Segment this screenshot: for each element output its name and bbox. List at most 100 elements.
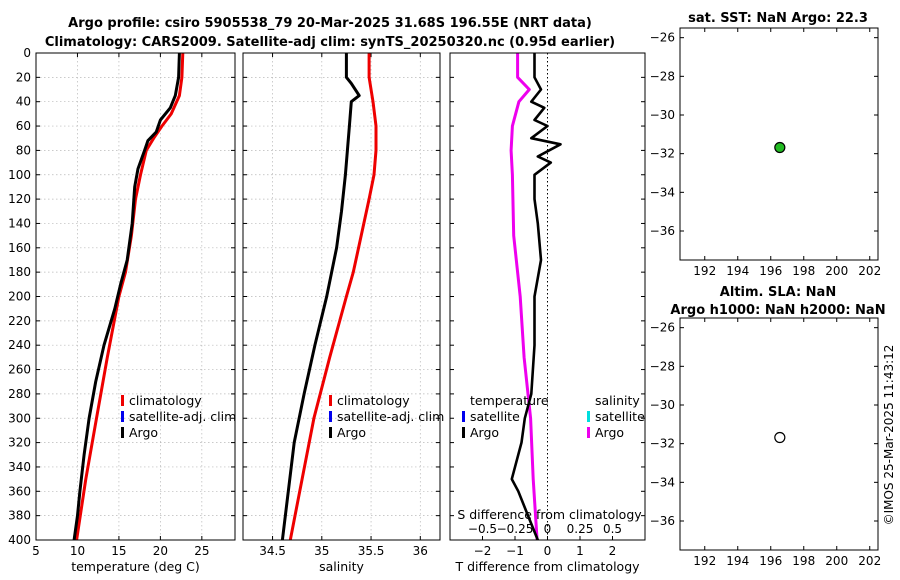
lat-tick-label: −26	[650, 31, 675, 45]
depth-tick-label: 40	[16, 95, 31, 109]
x-tick-label: −1	[506, 544, 524, 558]
imos-credit: ©IMOS 25-Mar-2025 11:43:12	[882, 345, 896, 526]
lon-tick-label: 198	[792, 264, 815, 278]
legend-climatology-label: climatology	[129, 393, 202, 408]
x-tick-label: 0	[544, 544, 552, 558]
legend-s-title: salinity	[595, 393, 640, 408]
x-axis-label: salinity	[319, 559, 364, 574]
series-climatology	[75, 52, 185, 541]
x-axis-label: T difference from climatology	[454, 559, 640, 574]
depth-tick-label: 400	[8, 533, 31, 547]
legend-satellite_clim-swatch	[121, 411, 124, 422]
depth-tick-label: 380	[8, 509, 31, 523]
salinity-panel: 34.5 35 35.5 36 salinity climatologysatellite…	[242, 52, 444, 574]
x-tick-label: 20	[153, 544, 168, 558]
depth-tick-label: 320	[8, 436, 31, 450]
lon-tick-label: 192	[693, 554, 716, 568]
x-tick-label: 34.5	[259, 544, 286, 558]
profile-location-point	[774, 431, 786, 444]
x-tick-label: 1	[576, 544, 584, 558]
plot-frame	[449, 52, 646, 541]
legend-t-satellite-label: satellite	[470, 409, 520, 424]
x-tick-label: 15	[111, 544, 126, 558]
lon-tick-label: 200	[825, 554, 848, 568]
depth-tick-label: 180	[8, 265, 31, 279]
legend-s-argo-label: Argo	[595, 425, 624, 440]
lon-tick-label: 202	[858, 264, 881, 278]
legend-s-satellite-swatch	[587, 411, 590, 422]
legend-argo-label: Argo	[337, 425, 366, 440]
sst-map-panel: −26 −28 −30 −32 −34 −36 192 194 196 198 200 202	[650, 27, 881, 278]
lon-tick-label: 198	[792, 554, 815, 568]
depth-tick-label: 60	[16, 119, 31, 133]
x-tick-label: 35.5	[358, 544, 385, 558]
sla-map-title-line1: Altim. SLA: NaN	[720, 285, 836, 300]
depth-tick-label: 240	[8, 338, 31, 352]
legend-t-title: temperature	[470, 393, 549, 408]
depth-tick-label: 280	[8, 387, 31, 401]
lon-tick-label: 192	[693, 264, 716, 278]
depth-tick-label: 0	[23, 46, 31, 60]
main-title-line1: Argo profile: csiro 5905538_79 20-Mar-20…	[68, 16, 592, 31]
x-tick-label: 5	[32, 544, 40, 558]
lat-tick-label: −34	[650, 475, 675, 489]
x-axis-label: temperature (deg C)	[71, 559, 200, 574]
series-s-diff	[509, 53, 539, 541]
map-frame	[679, 317, 879, 551]
legend-argo-label: Argo	[129, 425, 158, 440]
sla-map-panel: −26 −28 −30 −32 −34 −36 192 194 196 198 200 202	[650, 317, 881, 568]
lon-tick-label: 196	[759, 554, 782, 568]
legend-climatology-label: climatology	[337, 393, 410, 408]
legend-s-satellite-label: satellite	[595, 409, 645, 424]
legend-t-satellite-swatch	[462, 411, 465, 422]
legend-satellite_clim-label: satellite-adj. clim	[337, 409, 444, 424]
x-tick-label: 25	[194, 544, 209, 558]
main-title-line2: Climatology: CARS2009. Satellite-adj cli…	[45, 35, 615, 50]
depth-tick-label: 20	[16, 70, 31, 84]
x-tick-label: −2	[474, 544, 492, 558]
plot-frame	[35, 52, 236, 541]
lon-tick-label: 200	[825, 264, 848, 278]
lat-tick-label: −28	[650, 359, 675, 373]
temperature-panel: 0 20 40 60 80 100 120 140 160 180 200 220 240 260 280 3…	[8, 46, 236, 574]
lat-tick-label: −32	[650, 437, 675, 451]
depth-tick-label: 260	[8, 363, 31, 377]
map-frame	[679, 27, 879, 261]
depth-tick-label: 80	[16, 143, 31, 157]
depth-tick-label: 160	[8, 241, 31, 255]
series-argo	[72, 52, 181, 541]
depth-tick-label: 220	[8, 314, 31, 328]
s-axis-label: S difference from climatology	[457, 507, 642, 522]
depth-tick-label: 340	[8, 460, 31, 474]
s-tick-label: −0.5	[468, 522, 497, 536]
series-argo	[280, 53, 361, 541]
lon-tick-label: 202	[858, 554, 881, 568]
s-tick-label: 0.5	[603, 522, 622, 536]
legend-t-argo-swatch	[462, 427, 465, 438]
legend-satellite_clim-label: satellite-adj. clim	[129, 409, 236, 424]
x-tick-label: 10	[70, 544, 85, 558]
profile-location-point	[774, 141, 786, 154]
legend-argo-swatch	[329, 427, 332, 438]
depth-tick-label: 100	[8, 168, 31, 182]
depth-tick-label: 360	[8, 484, 31, 498]
plot-frame	[242, 52, 441, 541]
depth-tick-label: 200	[8, 290, 31, 304]
x-tick-label: 2	[609, 544, 617, 558]
x-tick-label: 36	[413, 544, 428, 558]
lat-tick-label: −30	[650, 398, 675, 412]
s-tick-label: −0.25	[497, 522, 534, 536]
lat-tick-label: −36	[650, 514, 675, 528]
depth-tick-label: 300	[8, 411, 31, 425]
lon-tick-label: 194	[726, 554, 749, 568]
difference-panel: −2 −1 0 1 2T difference from climatology S di…	[449, 52, 646, 574]
legend-climatology-swatch	[329, 395, 332, 406]
x-tick-label: 35	[314, 544, 329, 558]
lat-tick-label: −28	[650, 69, 675, 83]
s-tick-label: 0.25	[567, 522, 594, 536]
series-t-diff	[510, 53, 562, 541]
s-tick-label: 0	[544, 522, 552, 536]
legend-t-argo-label: Argo	[470, 425, 499, 440]
lat-tick-label: −26	[650, 321, 675, 335]
